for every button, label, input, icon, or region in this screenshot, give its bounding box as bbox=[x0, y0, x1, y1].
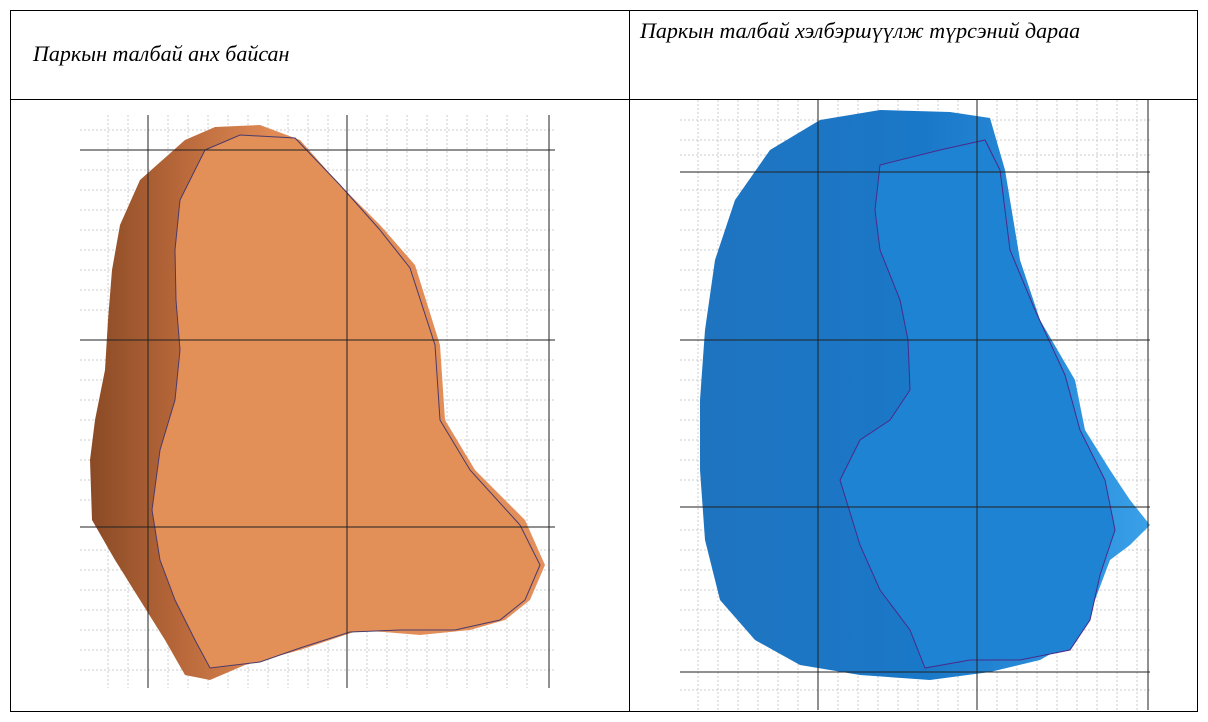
shape bbox=[700, 110, 1150, 680]
grid-major bbox=[80, 115, 555, 688]
grid-major bbox=[680, 100, 1150, 710]
cell-text: Паркын талбай хэлбэршүүлж түрсэний дараа bbox=[640, 18, 1081, 43]
image-cell bbox=[629, 99, 1198, 712]
shape bbox=[90, 125, 545, 680]
cell-text: Паркын талбай анх байсан bbox=[33, 41, 290, 66]
